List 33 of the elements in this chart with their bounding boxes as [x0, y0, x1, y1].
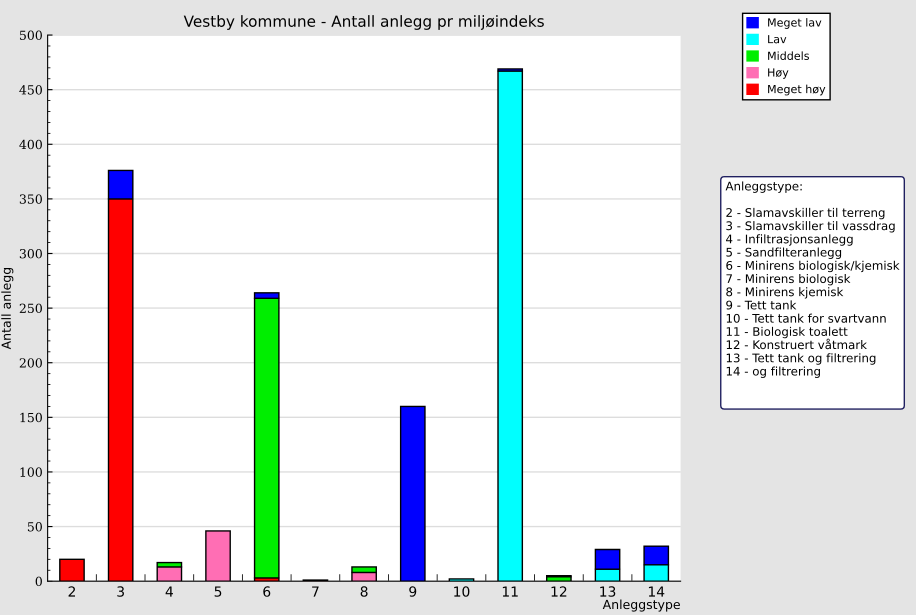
y-tick-label: 0: [36, 576, 42, 586]
x-tick-label: 6: [263, 586, 270, 597]
x-tick-label: 12: [552, 586, 566, 597]
legend-label: Lav: [768, 35, 786, 44]
x-tick-label: 9: [409, 586, 416, 597]
x-tick-label: 7: [312, 586, 319, 597]
legend-label: Høy: [768, 68, 788, 79]
x-tick-label: 10: [454, 586, 470, 597]
x-axis-title: Anleggstype: [602, 599, 680, 612]
x-tick-label: 14: [648, 586, 664, 597]
x-tick-label: 2: [68, 586, 76, 597]
legend-label: Meget lav: [768, 18, 822, 29]
y-tick-label: 150: [20, 412, 42, 422]
x-tick-label: 3: [117, 586, 124, 597]
y-tick-label: 100: [20, 467, 42, 477]
y-tick-label: 250: [20, 304, 42, 314]
y-tick-label: 350: [20, 194, 42, 204]
y-tick-label: 400: [19, 140, 42, 150]
chart-title: Vestby kommune - Antall anlegg pr miljøindeks: [184, 15, 544, 30]
text: Anleggstype: 2 - Slamavskiller til terreng 3 - Slamavskiller til vassdrag 4 - Infiltrasjonsanlegg 5 - Sandfilteranlegg 6 - Minirens biologisk/kjemisk 7 - Minirens biologisk 8 - Minirens kjemisk 9 - Tett tank 10 - Tett tank for svartvann 11 - Biologisk toalett 12 - Konstruert våtmark 13 - Tett tank og filtrering 14 - og filtrering: [726, 181, 900, 378]
y-tick-label: 200: [20, 358, 42, 368]
y-tick-label: 300: [20, 248, 42, 258]
y-tick-label: 500: [20, 30, 42, 40]
y-axis-title: Antall anlegg: [1, 268, 14, 350]
y-tick-label: 450: [19, 85, 42, 95]
x-tick-label: 8: [360, 586, 368, 597]
legend-label: Middels: [768, 51, 809, 60]
x-tick-label: 4: [166, 586, 173, 597]
x-tick-label: 13: [600, 586, 616, 597]
legend-label: Meget høy: [768, 84, 826, 96]
x-tick-label: 11: [502, 586, 518, 597]
x-tick-label: 5: [214, 586, 222, 597]
y-tick-label: 50: [28, 522, 42, 532]
